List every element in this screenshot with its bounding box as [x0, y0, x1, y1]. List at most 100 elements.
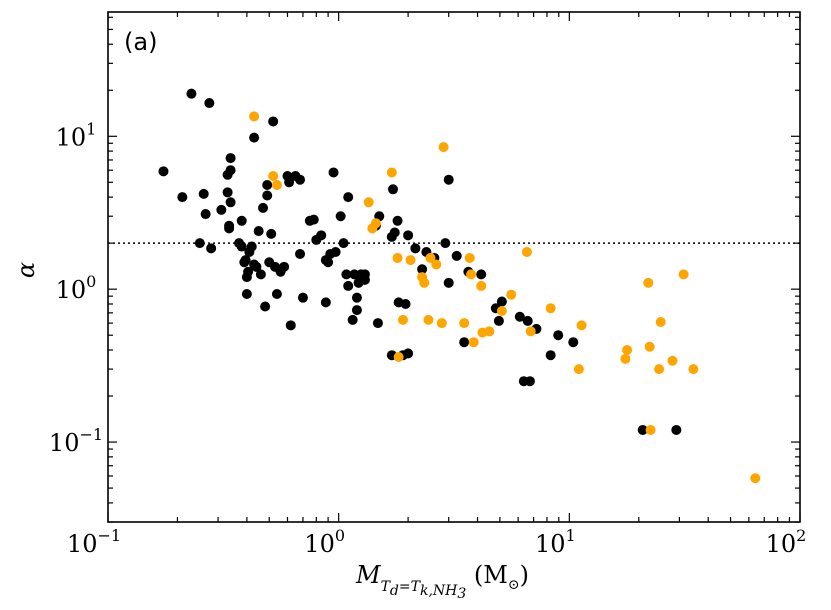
data-point [431, 259, 442, 270]
data-points [158, 88, 761, 484]
data-point [655, 316, 666, 327]
data-point [387, 184, 398, 195]
y-tick-label: 100 [56, 272, 97, 304]
plot-frame [107, 11, 801, 523]
data-point [464, 252, 475, 263]
data-point [186, 88, 197, 99]
data-point [363, 197, 374, 208]
data-point [459, 337, 470, 348]
data-point [545, 350, 556, 361]
data-point [295, 248, 306, 259]
data-point [224, 220, 235, 231]
data-point [271, 288, 282, 299]
data-point [266, 228, 277, 239]
y-axis-label: α [12, 262, 40, 278]
data-point [359, 269, 370, 280]
data-point [419, 277, 430, 288]
data-point [343, 192, 354, 203]
x-axis-label: MTd=Tk,NH3 (M⊙) [355, 561, 529, 602]
data-point [521, 247, 532, 258]
data-point [258, 202, 269, 213]
data-point [271, 180, 282, 191]
data-point [320, 297, 331, 308]
data-point [400, 298, 411, 309]
data-point [225, 165, 236, 176]
data-point [525, 326, 536, 337]
data-point [405, 255, 416, 266]
data-point [417, 264, 428, 275]
data-point [476, 269, 487, 280]
data-point [255, 269, 266, 280]
data-point [392, 252, 403, 263]
data-point [466, 269, 477, 280]
data-point [249, 111, 260, 122]
data-point [671, 424, 682, 435]
data-point [393, 352, 404, 363]
axis-ticks [107, 12, 801, 523]
data-point [347, 314, 358, 325]
data-point [654, 364, 665, 375]
data-point [240, 255, 251, 266]
data-point [620, 353, 631, 364]
panel-label: (a) [124, 28, 157, 56]
data-point [667, 355, 678, 366]
data-point [436, 318, 447, 329]
data-point [262, 190, 273, 201]
data-point [198, 188, 209, 199]
data-point [750, 473, 761, 484]
data-point [468, 337, 479, 348]
data-point [496, 305, 507, 316]
series-black [158, 88, 682, 435]
data-point [206, 243, 217, 254]
data-point [225, 197, 236, 208]
data-point [506, 289, 517, 300]
data-point [688, 364, 699, 375]
data-point [194, 238, 205, 249]
data-point [438, 142, 449, 153]
data-point [637, 424, 648, 435]
data-point [573, 364, 584, 375]
data-point [410, 243, 421, 254]
x-axis-label-text: MTd=Tk,NH3 (M⊙) [355, 561, 529, 602]
data-point [568, 337, 579, 348]
data-point [351, 292, 362, 303]
data-point [403, 230, 414, 241]
data-point [476, 280, 487, 291]
data-point [253, 226, 264, 237]
tick-labels: 10−1 100 101 102 10−1 100 101 [49, 119, 806, 558]
data-point [328, 167, 339, 178]
data-point [351, 305, 362, 316]
y-tick-label: 10−1 [49, 425, 103, 457]
data-point [222, 187, 233, 198]
x-tick-label: 101 [535, 526, 576, 558]
x-tick-label: 10−1 [67, 526, 121, 558]
data-point [443, 277, 454, 288]
data-point [553, 330, 564, 341]
data-point [576, 320, 587, 331]
data-point [496, 296, 507, 307]
data-point [268, 116, 279, 127]
data-point [493, 315, 504, 326]
data-point [236, 241, 247, 252]
data-point [225, 153, 236, 164]
data-point [370, 218, 381, 229]
data-point [341, 269, 352, 280]
data-point [644, 341, 655, 352]
data-point [425, 252, 436, 263]
data-point [279, 261, 290, 272]
data-point [338, 238, 349, 249]
data-point [514, 311, 525, 322]
data-point [316, 230, 327, 241]
data-point [158, 166, 169, 177]
data-point [484, 326, 495, 337]
data-point [459, 318, 470, 329]
data-point [524, 376, 535, 387]
data-point [297, 292, 308, 303]
data-point [392, 215, 403, 226]
data-point [522, 315, 533, 326]
data-point [284, 177, 295, 188]
data-point [451, 250, 462, 261]
data-point [262, 180, 273, 191]
data-point [200, 209, 211, 220]
